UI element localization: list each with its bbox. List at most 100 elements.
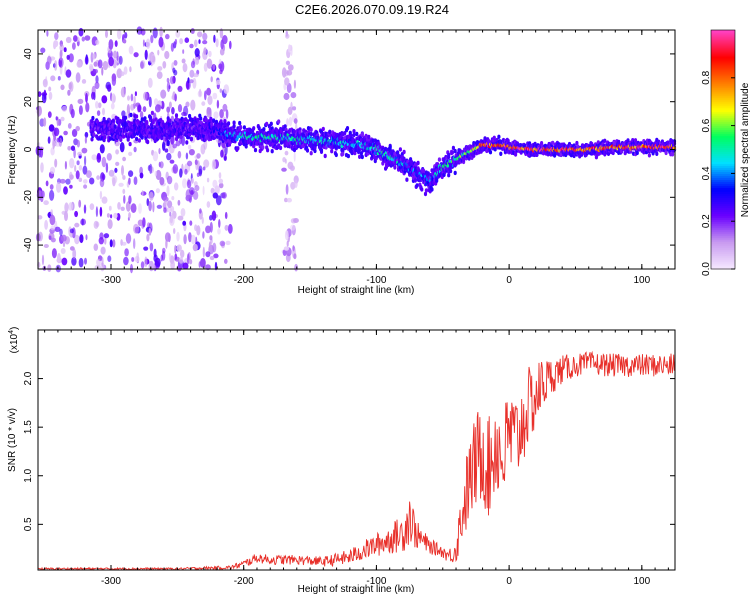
noise-speckle — [205, 225, 211, 234]
colorbar-segment — [711, 37, 735, 41]
noise-speckle — [218, 219, 221, 228]
ridge-halo — [626, 138, 630, 143]
noise-speckle — [128, 195, 132, 205]
ridge-halo — [305, 148, 310, 153]
noise-speckle — [96, 175, 100, 180]
noise-speckle — [104, 236, 107, 245]
ridge-halo — [260, 141, 264, 146]
noise-speckle — [202, 166, 206, 171]
noise-speckle — [52, 139, 55, 150]
colorbar-segment — [711, 247, 735, 250]
noise-speckle — [183, 234, 187, 245]
noise-speckle — [198, 88, 202, 97]
noise-speckle — [68, 53, 74, 63]
colorbar-segment — [711, 179, 735, 182]
ridge-halo — [214, 119, 219, 125]
colorbar-segment — [711, 79, 735, 83]
colorbar-segment — [711, 111, 735, 115]
noise-speckle — [122, 188, 126, 195]
noise-speckle — [89, 203, 95, 211]
noise-speckle — [74, 210, 78, 218]
colorbar-segment — [711, 263, 735, 266]
ridge-halo — [150, 110, 154, 116]
noise-speckle — [206, 201, 211, 208]
noise-speckle — [194, 48, 200, 57]
noise-speckle — [49, 214, 56, 226]
noise-speckle — [142, 106, 147, 113]
noise-speckle — [211, 159, 216, 170]
ridge-halo — [166, 140, 170, 145]
colorbar-tick-label: 0.0 — [701, 262, 712, 276]
noise-speckle — [115, 161, 120, 166]
noise-speckle — [51, 248, 57, 259]
noise-speckle — [53, 127, 60, 137]
noise-speckle — [289, 165, 295, 171]
noise-speckle — [77, 98, 84, 105]
noise-speckle — [102, 60, 109, 71]
ridge-halo — [416, 160, 420, 166]
ridge-halo — [410, 160, 414, 165]
noise-speckle — [93, 243, 99, 251]
noise-speckle — [281, 67, 287, 78]
noise-speckle — [136, 252, 139, 261]
noise-speckle — [224, 258, 228, 264]
ridge-halo — [199, 116, 203, 121]
noise-speckle — [155, 188, 160, 194]
noise-speckle — [133, 95, 136, 106]
colorbar-segment — [711, 173, 735, 176]
noise-speckle — [89, 177, 95, 185]
noise-speckle — [172, 164, 179, 174]
noise-speckle — [182, 262, 189, 270]
noise-speckle — [203, 47, 207, 55]
noise-speckle — [192, 190, 199, 200]
noise-speckle — [217, 228, 221, 235]
noise-speckle — [185, 152, 189, 160]
noise-speckle — [158, 104, 161, 110]
ridge-halo — [343, 131, 347, 136]
noise-speckle — [83, 204, 87, 214]
noise-speckle — [282, 249, 287, 256]
ridge-halo — [248, 127, 252, 132]
noise-speckle — [196, 172, 200, 177]
ridge-halo — [277, 119, 281, 124]
noise-speckle — [139, 111, 144, 119]
noise-speckle — [69, 184, 73, 189]
colorbar-segment — [711, 43, 735, 47]
ridge-halo — [238, 120, 242, 126]
colorbar-segment — [711, 139, 735, 143]
noise-speckle — [128, 170, 134, 178]
noise-speckle — [150, 34, 154, 44]
noise-speckle — [207, 95, 213, 106]
noise-speckle — [155, 169, 162, 181]
colorbar-segment — [711, 181, 735, 184]
ridge-halo — [617, 139, 621, 145]
spectrogram-x-tick-label: 0 — [506, 275, 512, 286]
noise-speckle — [179, 168, 183, 178]
noise-speckle — [189, 43, 194, 49]
ridge-halo — [629, 149, 633, 154]
noise-speckle — [134, 91, 137, 97]
colorbar-segment — [711, 237, 735, 240]
noise-speckle — [285, 60, 290, 66]
colorbar-segment — [711, 103, 735, 107]
noise-speckle — [158, 36, 164, 48]
noise-speckle — [97, 102, 102, 109]
colorbar-segment — [711, 47, 735, 51]
noise-speckle — [47, 111, 52, 118]
noise-speckle — [224, 224, 229, 231]
colorbar-segment — [711, 189, 735, 192]
noise-speckle — [179, 38, 184, 45]
noise-speckle — [185, 80, 191, 90]
colorbar-segment — [711, 61, 735, 65]
noise-speckle — [219, 48, 225, 56]
noise-speckle — [78, 199, 82, 208]
ridge-halo — [321, 126, 325, 132]
noise-speckle — [286, 197, 292, 203]
colorbar-segment — [711, 229, 735, 232]
noise-speckle — [209, 235, 213, 241]
ridge-halo — [242, 125, 246, 130]
ridge-halo — [123, 115, 128, 121]
snr-y-multiplier: (x104) — [8, 327, 20, 354]
noise-speckle — [129, 66, 132, 73]
noise-speckle — [103, 233, 110, 239]
